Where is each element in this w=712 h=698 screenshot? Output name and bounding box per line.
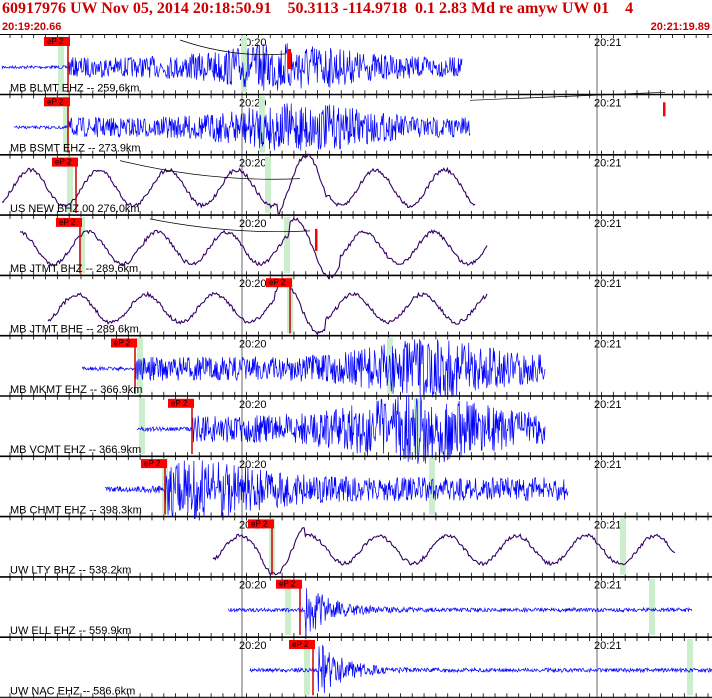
- minute-label: 20:20: [239, 640, 267, 652]
- station-label: MB VCMT EHZ -- 366.9km: [10, 444, 141, 456]
- minute-label: 20:21: [594, 97, 622, 109]
- theoretical-arrival-marker: [620, 518, 626, 575]
- pick-flag[interactable]: [44, 97, 70, 107]
- minute-label: 20:20: [239, 218, 267, 230]
- theoretical-arrival-marker: [429, 458, 435, 515]
- theoretical-arrival-marker: [265, 156, 271, 213]
- theoretical-arrival-marker: [687, 639, 693, 696]
- minute-label: 20:21: [594, 218, 622, 230]
- waveform-trace[interactable]: [81, 339, 546, 398]
- theoretical-arrival-marker: [79, 216, 85, 274]
- waveform-trace[interactable]: [212, 526, 676, 576]
- pick-flag[interactable]: [248, 519, 274, 529]
- theoretical-arrival-marker: [58, 36, 64, 93]
- theoretical-arrival-marker: [259, 96, 265, 153]
- theoretical-arrival-marker: [285, 578, 291, 635]
- pick-label: eP 2: [114, 339, 131, 348]
- station-label: MB BLMT EHZ -- 259.6km: [10, 82, 139, 94]
- minute-label: 20:20: [239, 278, 267, 290]
- event-title: 60917976 UW Nov 05, 2014 20:18:50.91 50.…: [2, 0, 634, 17]
- minute-label: 20:21: [594, 640, 622, 652]
- station-label: MB JTMT BHE -- 289.6km: [10, 324, 139, 336]
- pick-label: eP 2: [59, 218, 76, 227]
- theoretical-arrival-marker: [649, 578, 655, 635]
- station-label: MB JTMT BHZ -- 289.6km: [10, 263, 138, 275]
- theoretical-arrival-marker: [139, 397, 145, 455]
- minute-label: 20:21: [594, 459, 622, 471]
- waveform-trace[interactable]: [136, 394, 546, 464]
- station-label: UW NAC EHZ -- 586.6km: [10, 685, 135, 697]
- minute-label: 20:21: [594, 399, 622, 411]
- seismogram-panel[interactable]: 20:20 20:21 eP 2 MB BLMT EHZ -- 259.6km 20:2…: [0, 34, 712, 698]
- station-label: MB MKMT EHZ -- 366.9km: [10, 384, 142, 396]
- pick-label: eP 2: [269, 278, 286, 287]
- theoretical-arrival-marker: [137, 337, 143, 394]
- waveform-trace[interactable]: [1, 43, 463, 91]
- station-label: US NEW BHZ 00 276.0km: [10, 203, 140, 215]
- pick-label: eP 2: [55, 158, 72, 167]
- minute-label: 20:21: [594, 37, 622, 49]
- minute-label: 20:21: [594, 278, 622, 290]
- minute-label: 20:20: [239, 339, 267, 351]
- pick-flag[interactable]: [52, 157, 78, 167]
- pick-flag[interactable]: [289, 640, 315, 649]
- pick-label: eP 2: [292, 640, 309, 649]
- header: 60917976 UW Nov 05, 2014 20:18:50.91 50.…: [0, 0, 712, 34]
- amplitude-marker: [663, 102, 666, 117]
- pick-flag[interactable]: [141, 459, 167, 469]
- pick-flag[interactable]: [56, 217, 82, 227]
- pick-flag[interactable]: [168, 398, 194, 408]
- pick-label: eP 2: [47, 37, 64, 46]
- pick-flag[interactable]: [276, 579, 302, 589]
- pick-label: eP 2: [251, 519, 268, 528]
- travel-time-curve: [149, 218, 311, 233]
- theoretical-arrival-marker: [414, 397, 420, 455]
- waveform-trace[interactable]: [104, 460, 569, 520]
- minute-label: 20:21: [594, 158, 622, 170]
- travel-time-curve: [469, 91, 666, 101]
- minute-label: 20:21: [594, 339, 622, 351]
- end-time: 20:21:19.89: [650, 21, 710, 33]
- pick-label: eP 2: [279, 580, 296, 589]
- theoretical-arrival-marker: [304, 639, 310, 696]
- theoretical-arrival-marker: [67, 156, 73, 213]
- minute-label: 20:20: [239, 580, 267, 592]
- travel-time-curve: [179, 39, 286, 56]
- theoretical-arrival-marker: [241, 36, 247, 93]
- pick-flag[interactable]: [111, 338, 137, 348]
- minute-label: 20:20: [239, 399, 267, 411]
- amplitude-marker: [288, 49, 291, 69]
- pick-label: eP 2: [47, 97, 64, 106]
- minute-label: 20:21: [594, 519, 622, 531]
- pick-label: eP 2: [171, 399, 188, 408]
- station-label: MB BSMT EHZ -- 273.9km: [10, 143, 141, 155]
- station-label: UW ELL EHZ -- 559.9km: [10, 625, 131, 637]
- theoretical-arrival-marker: [63, 96, 69, 153]
- waveform-trace[interactable]: [13, 103, 471, 151]
- station-label: MB CHMT EHZ -- 398.3km: [10, 504, 142, 516]
- pick-flag[interactable]: [44, 37, 70, 46]
- travel-time-curve: [119, 160, 301, 180]
- waveform-trace[interactable]: [227, 588, 693, 637]
- pick-flag[interactable]: [266, 278, 292, 288]
- amplitude-marker: [315, 228, 318, 251]
- start-time: 20:19:20.66: [2, 21, 62, 33]
- station-label: UW LTY BHZ -- 538.2km: [10, 565, 131, 577]
- pick-label: eP 2: [144, 459, 161, 468]
- minute-label: 20:20: [239, 158, 267, 170]
- waveform-trace[interactable]: [19, 217, 488, 280]
- minute-label: 20:20: [239, 459, 267, 471]
- waveform-trace[interactable]: [1, 153, 476, 215]
- waveform-trace[interactable]: [47, 280, 488, 336]
- minute-label: 20:21: [594, 580, 622, 592]
- waveform-trace[interactable]: [249, 644, 712, 694]
- theoretical-arrival-marker: [284, 216, 290, 274]
